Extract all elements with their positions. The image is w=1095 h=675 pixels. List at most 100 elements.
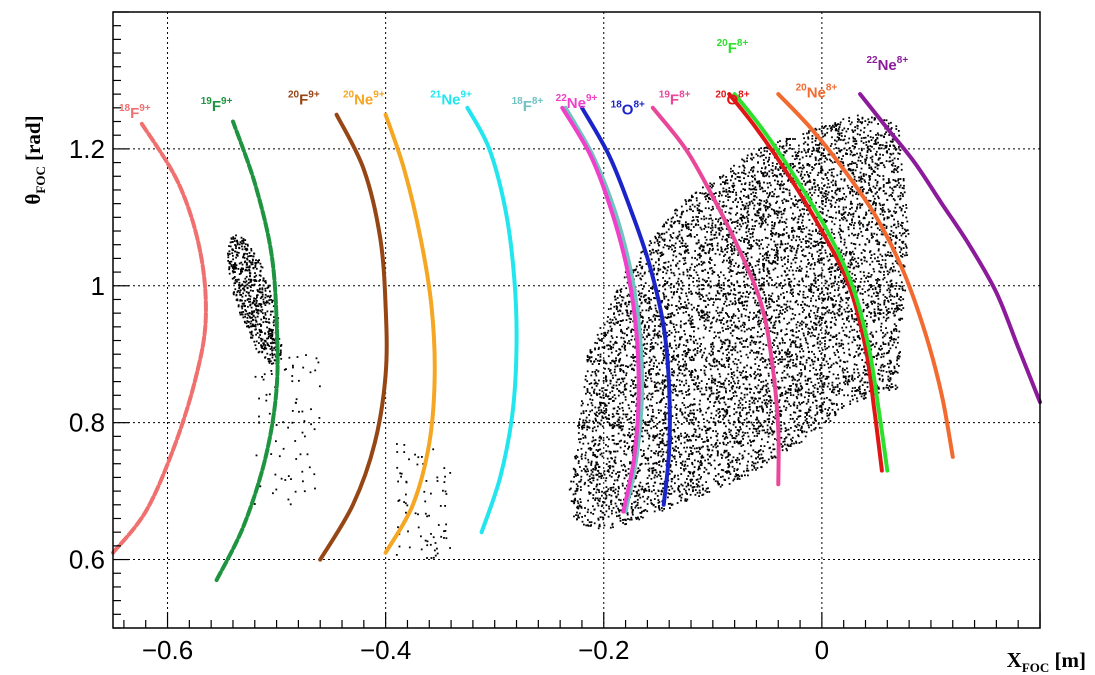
event-point [647,424,650,426]
event-point [689,472,691,475]
event-point [812,395,815,398]
event-point [813,322,815,324]
event-point [891,285,894,288]
event-point [752,268,754,271]
event-point [784,283,787,286]
event-point [744,300,746,303]
event-point [684,223,687,226]
event-point [687,414,690,416]
event-point [884,133,886,135]
event-point [611,435,614,437]
event-point [630,422,633,425]
event-point [797,218,800,221]
event-point [693,383,695,385]
event-point [759,425,762,427]
event-point [657,452,659,455]
event-point [851,232,853,235]
event-point [654,474,657,477]
event-point [689,234,692,236]
event-point [883,224,886,226]
event-point [715,335,717,338]
event-point [742,292,745,294]
event-point [772,268,775,271]
event-point [666,433,669,436]
event-point [685,305,688,307]
event-point [808,204,811,207]
event-point [893,199,896,202]
event-point [712,381,715,384]
event-point [900,168,903,171]
event-point [639,496,642,499]
event-point [732,377,734,380]
event-point [746,235,749,237]
event-point [676,214,678,217]
event-point [594,406,597,409]
event-point [727,292,729,295]
event-point [854,390,857,392]
event-point [885,266,887,269]
event-point [798,372,801,375]
event-point [758,281,760,284]
event-point [694,224,697,227]
event-point [638,261,641,263]
event-point [588,383,591,385]
event-point [655,402,658,404]
event-point [848,297,850,299]
event-point [645,406,648,409]
event-point [646,429,648,432]
event-point [800,393,803,395]
event-point [812,267,815,270]
event-point [795,199,797,201]
event-point [630,338,633,341]
event-point [725,190,728,193]
event-point [797,303,799,306]
event-point [709,427,712,430]
event-point [863,250,866,252]
event-point [861,384,864,386]
event-point [759,188,762,191]
event-point [783,370,786,372]
event-point [718,286,721,289]
event-point [722,288,725,290]
event-point [677,312,679,314]
event-point [608,418,610,420]
event-point [810,424,813,426]
event-point [797,435,800,438]
event-point [686,341,689,344]
event-point [897,166,900,168]
event-point [862,298,864,301]
event-point [789,388,792,390]
event-point [621,401,624,404]
event-point [685,492,688,494]
event-point [761,255,764,257]
event-point [880,369,883,372]
event-point [603,513,606,516]
event-point [901,304,903,306]
event-point [783,296,786,298]
event-point [606,384,609,387]
event-point [696,258,699,261]
event-point [826,326,828,329]
event-point [793,420,796,423]
event-point [756,368,759,371]
event-point [677,277,680,280]
event-point [788,281,791,283]
event-point [626,418,629,421]
event-point [641,267,643,270]
event-point [616,322,619,324]
event-point [776,300,778,302]
event-point [737,417,740,419]
event-point [727,293,730,296]
event-point [870,139,873,141]
event-point [725,390,727,392]
event-point [630,410,633,413]
event-point [714,192,717,194]
event-point [835,343,838,346]
event-point [897,182,900,184]
event-point [713,301,715,304]
event-point [698,256,701,259]
event-point [774,260,777,263]
event-point [701,438,703,440]
event-point [705,360,708,362]
event-point [685,352,688,354]
